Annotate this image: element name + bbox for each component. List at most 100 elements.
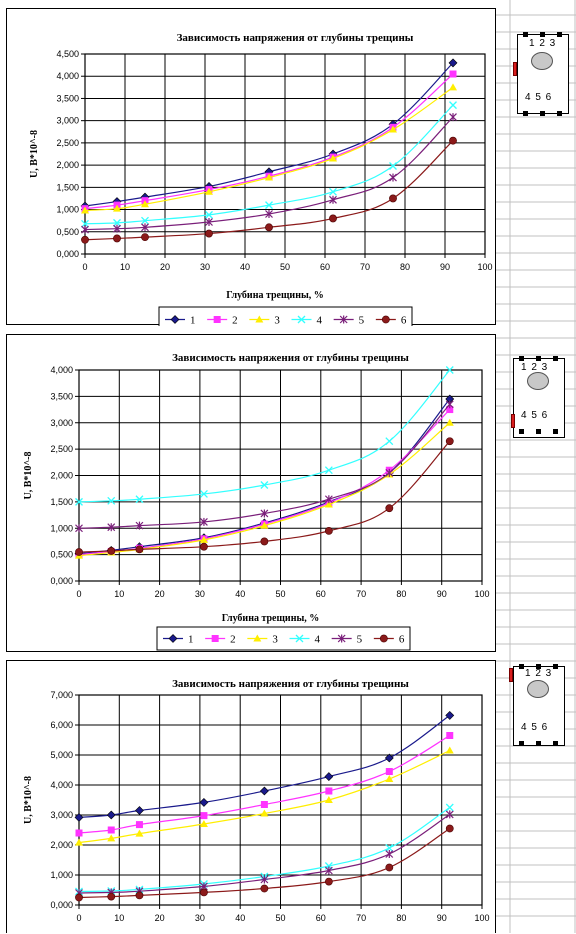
sensor-position-marker (511, 414, 515, 428)
sensor-pin (536, 741, 541, 746)
y-tick-label: 6,000 (50, 720, 73, 730)
data-point (141, 223, 149, 232)
series-line (78, 734, 451, 834)
y-tick-label: 3,000 (56, 116, 79, 126)
series-6 (75, 437, 454, 556)
data-point (107, 523, 116, 532)
sensor-pin (523, 111, 528, 116)
sensor-layout-icon: 1 2 3 4 5 6 (509, 664, 565, 746)
x-tick-label: 80 (400, 262, 410, 272)
data-point (265, 210, 273, 218)
data-point (389, 162, 397, 170)
data-point (253, 634, 262, 642)
data-point (135, 495, 144, 504)
voltage-depth-chart-2: Зависимость напряжения от глубины трещин… (23, 352, 490, 651)
sensor-element-icon (527, 372, 549, 390)
data-point (445, 437, 454, 446)
sensor-pin (523, 32, 528, 37)
data-point (448, 58, 458, 68)
data-point (199, 490, 208, 498)
data-point (260, 875, 269, 884)
x-tick-label: 10 (114, 913, 124, 923)
chart-panel-1[interactable]: Зависимость напряжения от глубины трещин… (6, 8, 496, 327)
data-point (381, 315, 390, 324)
x-tick-label: 70 (360, 262, 370, 272)
data-point (385, 844, 394, 852)
x-tick-label: 100 (474, 913, 489, 923)
legend-item: 2 (205, 634, 236, 646)
x-tick-label: 60 (316, 589, 326, 599)
data-point (389, 125, 397, 133)
legend-item: 4 (291, 315, 323, 327)
data-point (213, 316, 221, 323)
data-point (445, 746, 454, 754)
data-point (389, 173, 397, 182)
y-tick-label: 5,000 (50, 750, 73, 760)
x-tick-label: 80 (396, 913, 406, 923)
data-point (324, 866, 333, 875)
sensor-body (513, 358, 565, 438)
sensor-pin (536, 356, 541, 361)
data-point (199, 535, 208, 543)
series-2 (75, 406, 454, 559)
series-5 (81, 113, 457, 234)
sensor-pin (519, 664, 524, 669)
voltage-depth-chart-3: Зависимость напряжения от глубины трещин… (23, 678, 490, 923)
chart-panel-3[interactable]: Зависимость напряжения от глубины трещин… (6, 660, 496, 933)
chart-panel-2[interactable]: Зависимость напряжения от глубины трещин… (6, 334, 496, 652)
y-tick-label: 2,500 (50, 444, 73, 454)
legend-label: 2 (232, 315, 238, 327)
data-point (260, 509, 269, 518)
data-point (324, 796, 333, 803)
data-point (449, 113, 457, 122)
data-point (135, 821, 143, 829)
data-point (329, 195, 337, 204)
y-tick-label: 3,000 (50, 418, 73, 428)
sensor-bottom-label: 4 5 6 (525, 92, 553, 103)
y-tick-label: 3,500 (50, 391, 73, 401)
data-point (260, 884, 269, 893)
legend-label: 4 (317, 315, 323, 327)
data-point (337, 634, 346, 643)
x-tick-label: 40 (240, 262, 250, 272)
chart-title: Зависимость напряжения от глубины трещин… (172, 678, 409, 690)
data-point (297, 315, 306, 324)
data-point (325, 787, 333, 795)
x-tick-label: 30 (195, 589, 205, 599)
data-point (446, 406, 454, 414)
data-point (135, 891, 144, 900)
series-5 (75, 400, 454, 533)
y-tick-label: 2,000 (50, 840, 73, 850)
y-tick-label: 0,000 (56, 249, 79, 259)
sensor-pin (519, 741, 524, 746)
y-tick-label: 0,500 (50, 550, 73, 560)
x-tick-label: 70 (356, 589, 366, 599)
legend-item: 5 (331, 634, 363, 646)
sensor-pin (553, 356, 558, 361)
x-tick-label: 30 (195, 913, 205, 923)
data-point (260, 521, 269, 529)
legend-item: 6 (375, 315, 407, 326)
data-point (329, 214, 337, 223)
x-tick-label: 50 (280, 262, 290, 272)
data-point (199, 820, 208, 827)
data-point (75, 524, 83, 533)
sensor-top-label: 1 2 3 (529, 38, 557, 49)
legend-item: 5 (333, 315, 365, 326)
data-point (205, 229, 213, 238)
data-point (107, 834, 116, 842)
sensor-pin (519, 356, 524, 361)
y-axis-label: U, B*10^-8 (23, 776, 34, 824)
data-point (205, 210, 213, 219)
legend-item: 1 (165, 315, 196, 326)
x-tick-label: 60 (316, 913, 326, 923)
data-point (385, 850, 394, 858)
data-point (200, 888, 208, 897)
data-point (260, 537, 269, 546)
sensor-top-label: 1 2 3 (521, 362, 549, 373)
data-point (135, 806, 144, 815)
data-point (329, 187, 337, 196)
data-point (389, 194, 397, 203)
x-tick-label: 100 (474, 589, 489, 599)
x-tick-label: 0 (76, 913, 81, 923)
